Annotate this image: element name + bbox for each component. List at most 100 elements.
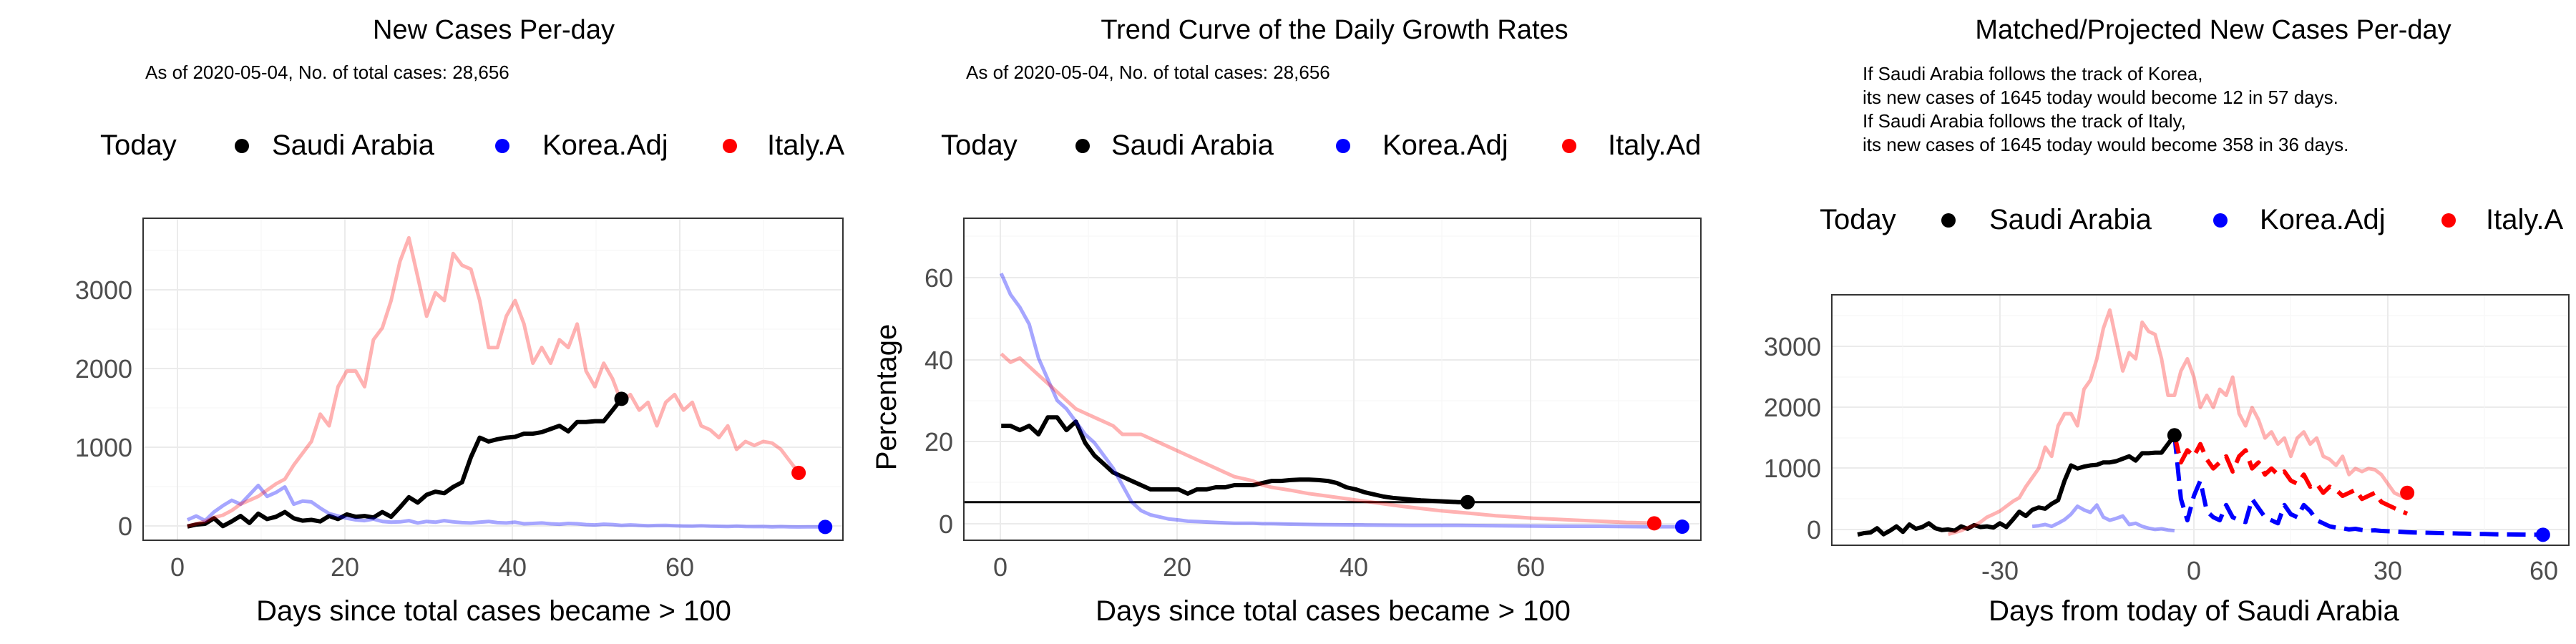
series-line-italy-ad <box>1000 352 1654 525</box>
today-point-saudi-arabia <box>2167 428 2182 443</box>
legend-key-italy <box>1562 139 1576 153</box>
x-axis-title: Days since total cases became > 100 <box>1096 595 1571 627</box>
x-axis-title: Days from today of Saudi Arabia <box>1989 595 2399 627</box>
x-tick-label: 40 <box>1340 552 1368 582</box>
x-tick-label: 0 <box>993 552 1008 582</box>
panel-subtitle-line: If Saudi Arabia follows the track of Kor… <box>1863 63 2202 84</box>
y-tick-label: 60 <box>924 263 953 293</box>
legend-title: Today <box>1820 204 1896 235</box>
panel-title: Trend Curve of the Daily Growth Rates <box>1101 15 1568 45</box>
y-tick-label: 1000 <box>1764 454 1821 483</box>
x-tick-label: 20 <box>1163 552 1191 582</box>
panel-subtitle-line: its new cases of 1645 today would become… <box>1863 134 2348 155</box>
gridlines <box>143 218 843 540</box>
y-axis: 0 1000 2000 3000 <box>75 275 132 541</box>
series-line-korea-adj <box>186 483 826 529</box>
y-tick-label: 20 <box>924 427 953 457</box>
x-tick-label: 20 <box>331 552 359 582</box>
x-axis: -30 0 30 60 Days from today of Saudi Ara… <box>1981 556 2558 627</box>
plot-area <box>142 218 844 541</box>
legend-key-italy <box>2441 213 2456 228</box>
y-tick-label: 40 <box>924 346 953 375</box>
panel-title: Matched/Projected New Cases Per-day <box>1975 15 2451 45</box>
x-tick-label: 60 <box>1516 552 1545 582</box>
legend: Today Saudi Arabia Korea.Adj Italy.A <box>1820 204 2564 235</box>
panel-subtitle-line: If Saudi Arabia follows the track of Ita… <box>1863 110 2186 132</box>
today-point-italy-a <box>791 465 806 480</box>
today-point-italy-ad <box>1646 516 1662 531</box>
legend: Today Saudi Arabia Korea.Adj Italy.A <box>100 130 845 161</box>
today-point-korea-adj <box>818 519 833 535</box>
plot-border <box>1831 294 2570 546</box>
legend-key-italy <box>723 139 737 153</box>
series-lines <box>964 272 1701 535</box>
y-axis: 0 20 40 60 <box>924 263 953 539</box>
y-tick-label: 3000 <box>1764 332 1821 361</box>
legend-label-korea-adj: Korea.Adj <box>542 130 668 161</box>
y-axis: 0 1000 2000 3000 <box>1764 332 1821 545</box>
y-tick-label: 2000 <box>1764 393 1821 422</box>
series-lines <box>1857 308 2550 542</box>
today-point-korea-adj <box>1674 519 1689 535</box>
legend: Today Saudi Arabia Korea.Adj Italy.Ad <box>941 130 1701 161</box>
legend-key-saudi-arabia <box>1075 139 1090 153</box>
panel-new-cases: New Cases Per-day As of 2020-05-04, No. … <box>75 15 845 627</box>
x-tick-label: 60 <box>665 552 694 582</box>
y-axis-title: Percentage <box>871 324 902 471</box>
legend-label-saudi-arabia: Saudi Arabia <box>1989 204 2152 235</box>
series-line-korea-adj-projected <box>2172 434 2543 537</box>
x-tick-label: 0 <box>2187 556 2201 585</box>
legend-title: Today <box>941 130 1018 161</box>
y-tick-label: 2000 <box>75 354 132 384</box>
legend-label-korea-adj: Korea.Adj <box>1382 130 1508 161</box>
legend-label-italy: Italy.Ad <box>1608 130 1701 161</box>
legend-label-saudi-arabia: Saudi Arabia <box>1111 130 1274 161</box>
x-axis-title: Days since total cases became > 100 <box>256 595 731 627</box>
today-point-saudi-arabia <box>614 391 629 406</box>
series-line-italy-a <box>187 235 801 528</box>
panel-subtitle: As of 2020-05-04, No. of total cases: 28… <box>145 62 509 83</box>
series-line-saudi-arabia <box>1001 415 1468 504</box>
x-tick-label: -30 <box>1981 556 2019 585</box>
plot-area <box>1831 294 2570 546</box>
panel-projected-cases: Matched/Projected New Cases Per-day If S… <box>1764 15 2570 627</box>
today-point-italy-a <box>2400 485 2415 500</box>
today-point-korea-adj <box>2535 527 2550 542</box>
legend-key-saudi-arabia <box>235 139 249 153</box>
panel-growth-rates: Trend Curve of the Daily Growth Rates As… <box>871 15 1702 627</box>
legend-key-saudi-arabia <box>1941 213 1956 228</box>
plot-area <box>963 218 1702 541</box>
gridlines <box>1832 295 2569 545</box>
y-tick-label: 0 <box>118 512 132 541</box>
panel-title: New Cases Per-day <box>373 15 615 45</box>
legend-label-italy: Italy.A <box>2486 204 2564 235</box>
today-point-saudi-arabia <box>1460 494 1475 509</box>
y-tick-label: 3000 <box>75 275 132 305</box>
plot-background <box>964 218 1701 540</box>
legend-key-korea-adj <box>2213 213 2228 228</box>
series-line-italy-a-matched <box>1947 308 2409 537</box>
x-tick-label: 0 <box>170 552 185 582</box>
series-line-korea-adj <box>999 272 1682 529</box>
series-line-saudi-arabia <box>1857 434 2177 537</box>
x-axis: 0 20 40 60 Days since total cases became… <box>993 552 1571 627</box>
x-tick-label: 60 <box>2529 556 2558 585</box>
gridlines <box>964 218 1701 540</box>
plot-background <box>1832 295 2569 545</box>
legend-label-saudi-arabia: Saudi Arabia <box>272 130 435 161</box>
legend-label-korea-adj: Korea.Adj <box>2260 204 2386 235</box>
x-axis: 0 20 40 60 Days since total cases became… <box>170 552 731 627</box>
y-tick-label: 0 <box>1807 515 1821 545</box>
legend-title: Today <box>100 130 177 161</box>
plot-background <box>143 218 843 540</box>
plot-border <box>142 218 844 541</box>
y-tick-label: 1000 <box>75 433 132 462</box>
plot-border <box>963 218 1702 541</box>
x-tick-label: 40 <box>498 552 527 582</box>
series-line-saudi-arabia <box>187 397 623 529</box>
panel-subtitle-line: its new cases of 1645 today would become… <box>1863 87 2338 108</box>
series-line-korea-adj-matched <box>2031 503 2175 533</box>
legend-key-korea-adj <box>495 139 509 153</box>
panel-subtitle: As of 2020-05-04, No. of total cases: 28… <box>966 62 1330 83</box>
